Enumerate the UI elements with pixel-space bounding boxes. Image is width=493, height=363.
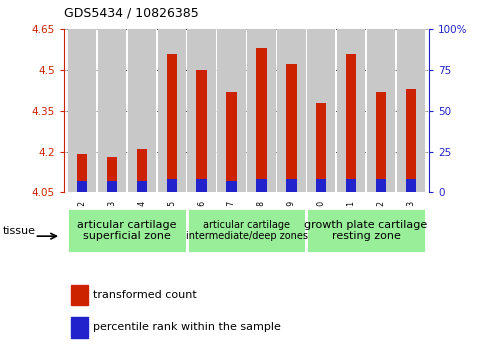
Bar xyxy=(187,208,306,253)
Bar xyxy=(346,54,356,192)
Bar xyxy=(316,179,326,192)
Bar xyxy=(187,29,216,192)
Bar xyxy=(286,65,297,192)
Bar xyxy=(98,29,126,192)
Bar xyxy=(71,317,88,338)
Text: transformed count: transformed count xyxy=(93,290,197,300)
Bar xyxy=(226,92,237,192)
Bar xyxy=(77,154,87,192)
Bar xyxy=(137,181,147,192)
Bar xyxy=(137,149,147,192)
Bar xyxy=(337,29,365,192)
Bar xyxy=(406,179,416,192)
Bar xyxy=(277,29,306,192)
Text: articular cartilage
intermediate/deep zones: articular cartilage intermediate/deep zo… xyxy=(185,220,308,241)
Bar xyxy=(106,157,117,192)
Bar xyxy=(316,102,326,192)
Bar xyxy=(256,179,267,192)
Bar xyxy=(106,181,117,192)
Text: growth plate cartilage
resting zone: growth plate cartilage resting zone xyxy=(305,220,428,241)
Bar xyxy=(196,70,207,192)
Bar xyxy=(77,181,87,192)
Bar xyxy=(376,92,387,192)
Text: percentile rank within the sample: percentile rank within the sample xyxy=(93,322,281,333)
Bar xyxy=(376,179,387,192)
Bar xyxy=(167,54,177,192)
Bar xyxy=(158,29,186,192)
Bar xyxy=(226,181,237,192)
Bar xyxy=(71,285,88,305)
Text: tissue: tissue xyxy=(2,225,35,236)
Text: GDS5434 / 10826385: GDS5434 / 10826385 xyxy=(64,7,199,20)
Bar xyxy=(247,29,276,192)
Bar xyxy=(367,29,395,192)
Bar xyxy=(346,179,356,192)
Bar xyxy=(67,208,187,253)
Bar xyxy=(196,179,207,192)
Bar xyxy=(406,89,416,192)
Bar xyxy=(167,179,177,192)
Bar xyxy=(128,29,156,192)
Bar xyxy=(397,29,425,192)
Bar xyxy=(256,48,267,192)
Bar xyxy=(217,29,246,192)
Bar xyxy=(307,29,335,192)
Text: articular cartilage
superficial zone: articular cartilage superficial zone xyxy=(77,220,176,241)
Bar xyxy=(286,179,297,192)
Bar xyxy=(68,29,96,192)
Bar xyxy=(306,208,426,253)
